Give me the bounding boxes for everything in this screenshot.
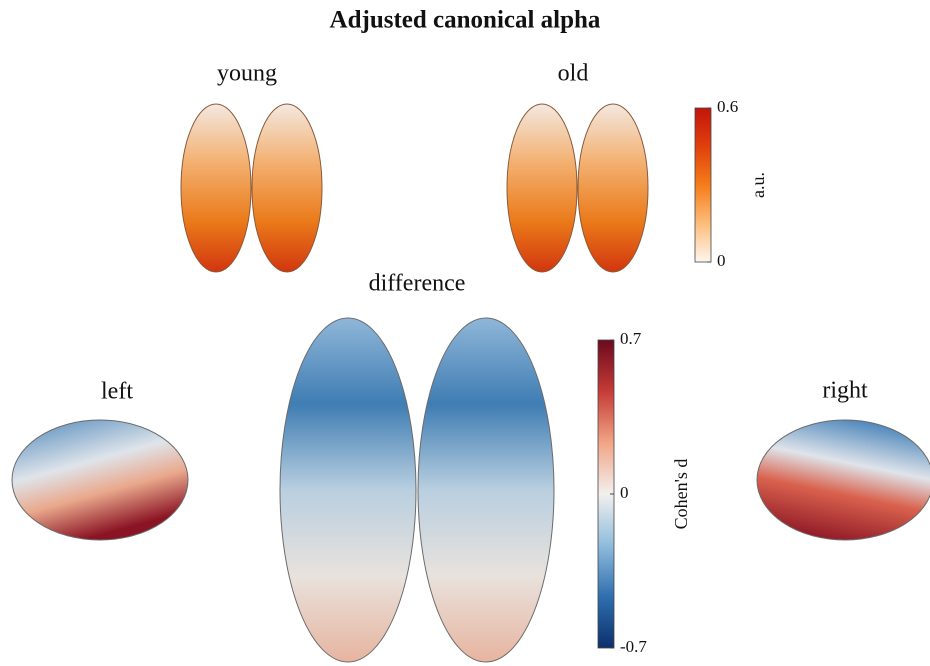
brain-right (757, 420, 930, 540)
brain-difference (280, 318, 554, 662)
panel-label: left (101, 379, 133, 405)
tick-label: 0.6 (717, 97, 738, 116)
tick-label: 0 (620, 483, 629, 502)
tick-label: 0.7 (620, 329, 642, 348)
panel-label: old (558, 61, 589, 87)
tick-label: -0.7 (620, 637, 647, 656)
title: Adjusted canonical alpha (330, 7, 601, 34)
tick-label: 0 (717, 251, 726, 270)
colorbar-label: a.u. (748, 172, 768, 198)
colorbar (695, 108, 711, 262)
brain-young (181, 104, 322, 272)
brain-left (12, 420, 188, 540)
figure: Adjusted canonical alpha young old diffe… (0, 0, 930, 666)
panel-label: difference (369, 271, 466, 297)
page: Adjusted canonical alpha young old diffe… (0, 0, 930, 666)
panel-label: right (822, 378, 868, 404)
panel-label: young (217, 61, 277, 87)
colorbar-label: Cohen's d (671, 459, 691, 530)
brain-old (507, 104, 648, 272)
